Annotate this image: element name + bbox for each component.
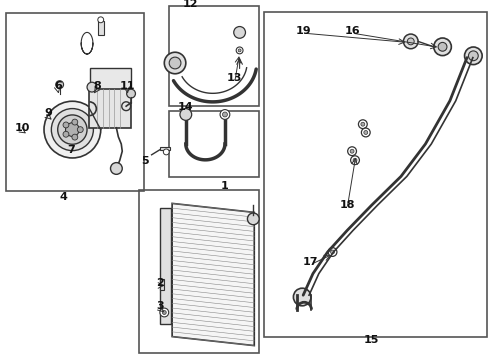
Circle shape <box>220 109 229 120</box>
Text: 11: 11 <box>119 81 135 91</box>
Text: 18: 18 <box>339 200 354 210</box>
Bar <box>264 12 486 337</box>
Circle shape <box>72 119 78 125</box>
Circle shape <box>163 149 169 155</box>
Circle shape <box>56 81 63 89</box>
Circle shape <box>51 109 93 150</box>
Text: 19: 19 <box>295 26 310 36</box>
Circle shape <box>464 47 481 64</box>
Circle shape <box>98 17 103 23</box>
Bar <box>98 21 103 35</box>
Circle shape <box>293 288 310 306</box>
Text: 4: 4 <box>60 192 67 202</box>
Circle shape <box>63 122 69 128</box>
Circle shape <box>160 308 168 317</box>
Circle shape <box>468 51 477 61</box>
Circle shape <box>169 57 181 69</box>
Bar <box>6 13 144 191</box>
Circle shape <box>58 115 87 144</box>
Polygon shape <box>172 203 254 346</box>
Circle shape <box>349 149 353 153</box>
Circle shape <box>65 123 79 136</box>
Text: 17: 17 <box>302 257 318 267</box>
Circle shape <box>247 213 259 225</box>
Bar <box>160 147 170 150</box>
Bar <box>168 111 259 177</box>
Bar <box>139 190 259 353</box>
Bar <box>89 89 131 128</box>
Text: 1: 1 <box>221 181 228 192</box>
Circle shape <box>72 134 78 140</box>
Text: 5: 5 <box>141 156 149 166</box>
Circle shape <box>110 163 122 174</box>
Text: 14: 14 <box>178 102 193 112</box>
Circle shape <box>352 158 356 162</box>
Circle shape <box>350 156 359 165</box>
Circle shape <box>363 131 367 134</box>
Circle shape <box>403 34 417 49</box>
Bar <box>168 6 259 106</box>
Circle shape <box>433 38 450 55</box>
Circle shape <box>407 38 413 45</box>
Text: 8: 8 <box>93 81 101 91</box>
Circle shape <box>164 52 185 74</box>
Text: 3: 3 <box>156 301 164 311</box>
Text: 15: 15 <box>363 335 379 345</box>
Circle shape <box>236 47 243 54</box>
Text: 12: 12 <box>183 0 198 9</box>
Circle shape <box>180 109 191 120</box>
Circle shape <box>126 89 135 98</box>
Circle shape <box>63 131 69 137</box>
Circle shape <box>360 122 364 126</box>
Circle shape <box>162 311 166 314</box>
Circle shape <box>222 112 227 117</box>
Bar <box>90 68 130 91</box>
Circle shape <box>233 27 245 38</box>
Text: 7: 7 <box>67 145 75 156</box>
Circle shape <box>77 127 83 132</box>
Circle shape <box>361 128 369 137</box>
Circle shape <box>358 120 366 129</box>
Circle shape <box>330 250 334 254</box>
Text: 10: 10 <box>14 123 30 133</box>
Circle shape <box>87 82 97 92</box>
Circle shape <box>238 49 241 52</box>
Text: 2: 2 <box>156 278 164 288</box>
Circle shape <box>347 147 356 156</box>
Text: 6: 6 <box>54 81 61 91</box>
Circle shape <box>327 248 336 256</box>
Text: 9: 9 <box>44 108 52 118</box>
Text: 13: 13 <box>226 73 242 84</box>
Text: 16: 16 <box>344 26 359 36</box>
Circle shape <box>44 101 101 158</box>
Circle shape <box>437 42 446 51</box>
Bar <box>160 208 171 324</box>
Bar <box>160 279 163 290</box>
